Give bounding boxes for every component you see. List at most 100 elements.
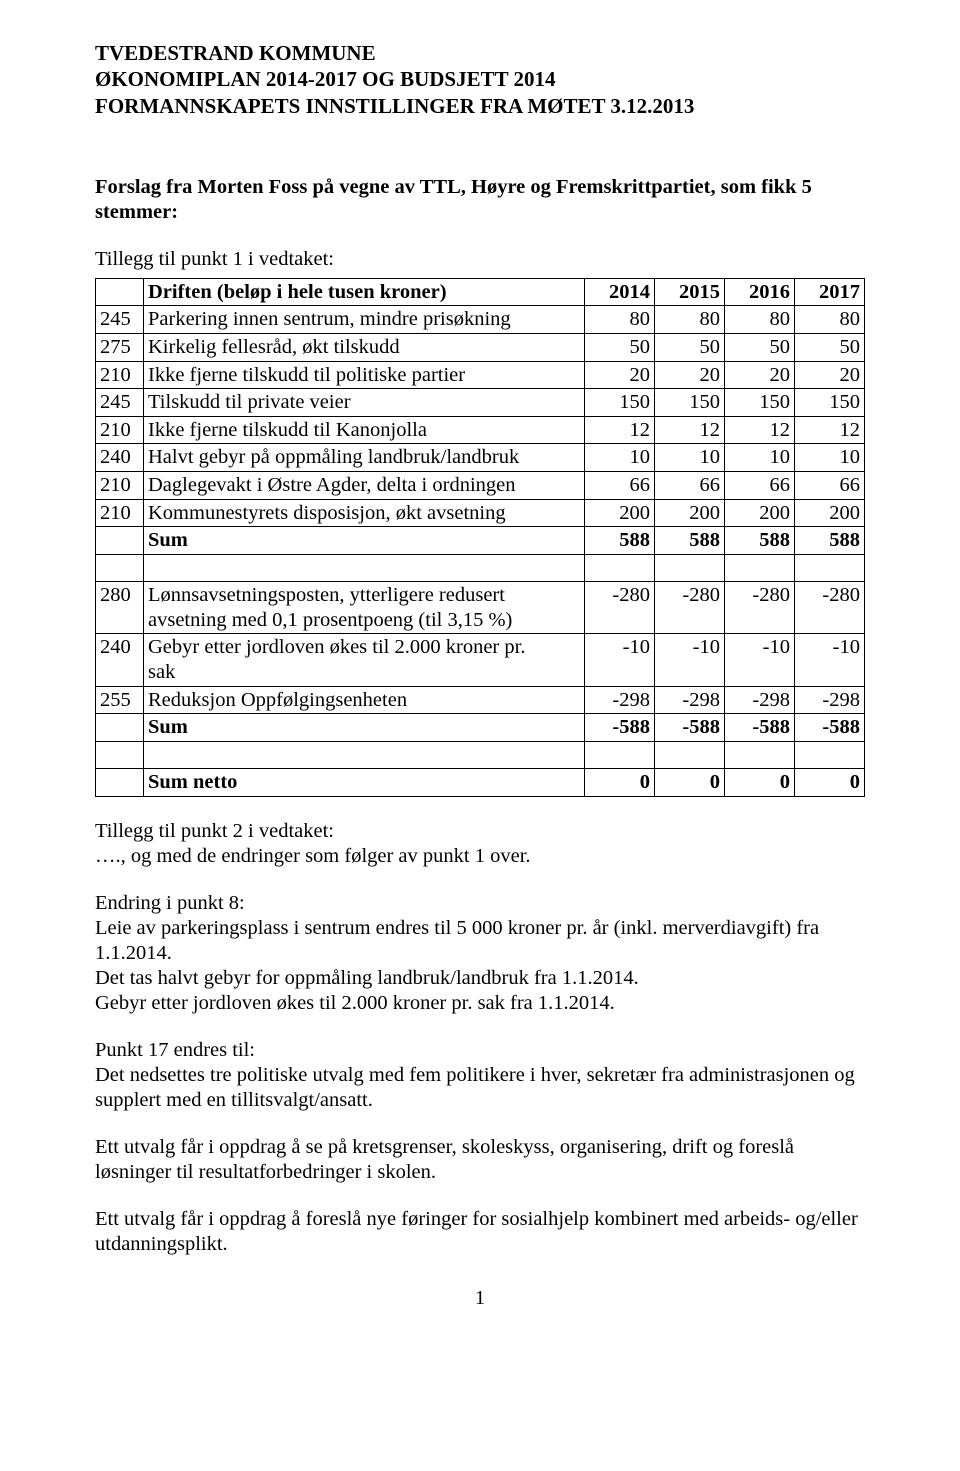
cell-value: -298 [585, 686, 655, 714]
page-number: 1 [95, 1287, 865, 1310]
cell-value: 66 [725, 471, 795, 499]
cell-value: 200 [585, 499, 655, 527]
cell-value: -10 [585, 634, 655, 686]
cell-sum-value: 588 [655, 527, 725, 555]
cell-value: -280 [795, 582, 865, 634]
punkt17-heading: Punkt 17 endres til: [95, 1038, 865, 1063]
cell-code [96, 769, 144, 797]
table-header-row: Driften (beløp i hele tusen kroner) 2014… [96, 278, 865, 306]
cell-desc: Kommunestyrets disposisjon, økt avsetnin… [144, 499, 585, 527]
cell-value: 50 [655, 333, 725, 361]
cell-sumnet-value: 0 [725, 769, 795, 797]
utvalg1-line1: Ett utvalg får i oppdrag å se på kretsgr… [95, 1135, 865, 1160]
intro-subheading: Tillegg til punkt 1 i vedtaket: [95, 247, 865, 272]
cell-value: -298 [725, 686, 795, 714]
cell-desc: Halvt gebyr på oppmåling landbruk/landbr… [144, 444, 585, 472]
cell-code: 210 [96, 471, 144, 499]
cell-value: -298 [655, 686, 725, 714]
utvalg2-line1: Ett utvalg får i oppdrag å foreslå nye f… [95, 1207, 865, 1232]
cell-value: -10 [725, 634, 795, 686]
cell-desc: Lønnsavsetningsposten, ytterligere redus… [144, 582, 585, 634]
header-line-1: TVEDESTRAND KOMMUNE [95, 40, 865, 66]
table-row: 210 Ikke fjerne tilskudd til politiske p… [96, 361, 865, 389]
table-header-year: 2016 [725, 278, 795, 306]
cell-value: 12 [795, 416, 865, 444]
cell-value: 200 [795, 499, 865, 527]
cell-desc-line1: Lønnsavsetningsposten, ytterligere redus… [148, 584, 505, 606]
table-row: 245 Tilskudd til private veier 150 150 1… [96, 389, 865, 417]
header-line-3: FORMANNSKAPETS INNSTILLINGER FRA MØTET 3… [95, 93, 865, 119]
cell-value: 20 [655, 361, 725, 389]
cell-sumnet-label: Sum netto [144, 769, 585, 797]
cell-value: 80 [725, 306, 795, 334]
cell-code: 210 [96, 499, 144, 527]
cell-desc-line2: sak [148, 661, 175, 683]
cell-value: -10 [795, 634, 865, 686]
cell-value: 10 [795, 444, 865, 472]
cell-value: 10 [655, 444, 725, 472]
cell-sum-value: 588 [795, 527, 865, 555]
cell-value: 66 [585, 471, 655, 499]
cell-desc: Parkering innen sentrum, mindre prisøkni… [144, 306, 585, 334]
table-sum-row: Sum -588 -588 -588 -588 [96, 714, 865, 742]
table-row: 275 Kirkelig fellesråd, økt tilskudd 50 … [96, 333, 865, 361]
cell-code: 245 [96, 306, 144, 334]
cell-desc-line1: Gebyr etter jordloven økes til 2.000 kro… [148, 636, 525, 658]
table-row: 240 Gebyr etter jordloven økes til 2.000… [96, 634, 865, 686]
cell-sum-value: 588 [725, 527, 795, 555]
table-sumnet-row: Sum netto 0 0 0 0 [96, 769, 865, 797]
cell-value: 66 [655, 471, 725, 499]
endring8-line3: Det tas halvt gebyr for oppmåling landbr… [95, 966, 865, 991]
table-row: 210 Ikke fjerne tilskudd til Kanonjolla … [96, 416, 865, 444]
cell-value: 200 [655, 499, 725, 527]
endring8-line2: 1.1.2014. [95, 941, 865, 966]
cell-value: -298 [795, 686, 865, 714]
endring8-heading: Endring i punkt 8: [95, 891, 865, 916]
table-blank-row [96, 554, 865, 582]
cell-value: 200 [725, 499, 795, 527]
cell-value: 20 [725, 361, 795, 389]
cell-value: 12 [585, 416, 655, 444]
cell-value: 80 [795, 306, 865, 334]
cell-value: 80 [655, 306, 725, 334]
cell-value: 10 [585, 444, 655, 472]
cell-sum-value: 588 [585, 527, 655, 555]
cell-value: 50 [585, 333, 655, 361]
table-row: 210 Daglegevakt i Østre Agder, delta i o… [96, 471, 865, 499]
utvalg1-line2: løsninger til resultatforbedringer i sko… [95, 1160, 865, 1185]
header-line-2: ØKONOMIPLAN 2014-2017 OG BUDSJETT 2014 [95, 66, 865, 92]
cell-desc-line2: avsetning med 0,1 prosentpoeng (til 3,15… [148, 609, 512, 631]
table-row: 240 Halvt gebyr på oppmåling landbruk/la… [96, 444, 865, 472]
cell-sum-value: -588 [725, 714, 795, 742]
cell-desc: Ikke fjerne tilskudd til Kanonjolla [144, 416, 585, 444]
cell-value: 10 [725, 444, 795, 472]
cell-code: 210 [96, 361, 144, 389]
cell-code [96, 527, 144, 555]
cell-value: 12 [655, 416, 725, 444]
cell-sum-label: Sum [144, 714, 585, 742]
table-row: 255 Reduksjon Oppfølgingsenheten -298 -2… [96, 686, 865, 714]
cell-value: 150 [655, 389, 725, 417]
table-header-year: 2017 [795, 278, 865, 306]
cell-value: 150 [585, 389, 655, 417]
intro-paragraph-line2: stemmer: [95, 200, 865, 225]
cell-value: 50 [725, 333, 795, 361]
table-header-desc: Driften (beløp i hele tusen kroner) [144, 278, 585, 306]
cell-value: 50 [795, 333, 865, 361]
cell-sum-value: -588 [795, 714, 865, 742]
table-row: 280 Lønnsavsetningsposten, ytterligere r… [96, 582, 865, 634]
cell-code: 245 [96, 389, 144, 417]
cell-value: 150 [795, 389, 865, 417]
cell-sumnet-value: 0 [585, 769, 655, 797]
table-row: 245 Parkering innen sentrum, mindre pris… [96, 306, 865, 334]
document-page: TVEDESTRAND KOMMUNE ØKONOMIPLAN 2014-201… [0, 0, 960, 1350]
tillegg2-line1: Tillegg til punkt 2 i vedtaket: [95, 819, 865, 844]
utvalg2-line2: utdanningsplikt. [95, 1232, 865, 1257]
cell-desc: Gebyr etter jordloven økes til 2.000 kro… [144, 634, 585, 686]
punkt17-line2: supplert med en tillitsvalgt/ansatt. [95, 1088, 865, 1113]
cell-value: -280 [725, 582, 795, 634]
cell-code [96, 714, 144, 742]
endring8-line4: Gebyr etter jordloven økes til 2.000 kro… [95, 991, 865, 1016]
cell-code: 240 [96, 444, 144, 472]
cell-value: -280 [655, 582, 725, 634]
